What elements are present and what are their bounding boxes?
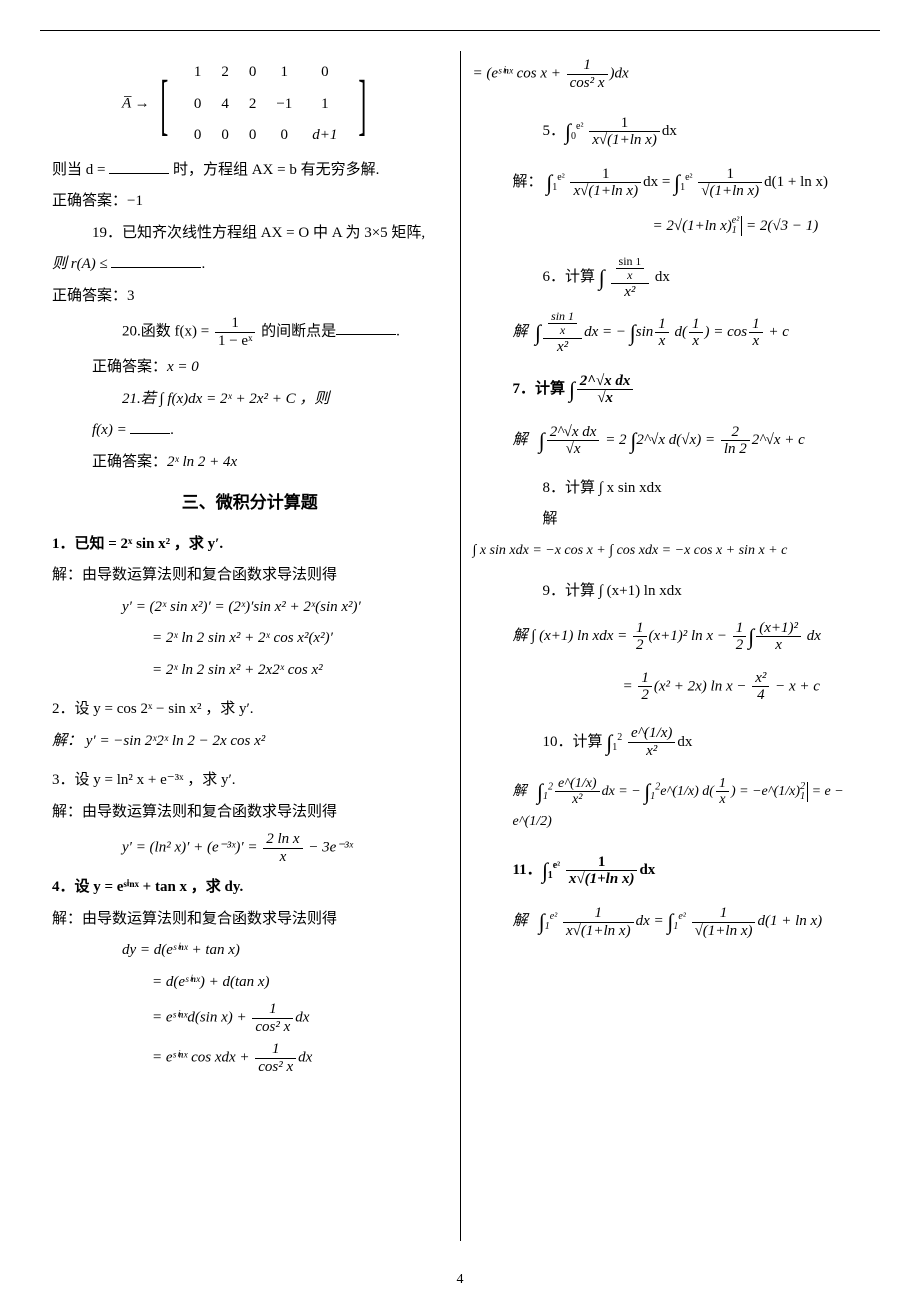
answer: 正确答案：2ˣ ln 2 + 4x bbox=[52, 450, 448, 476]
p1-s2: y′ = (2ˣ sin x²)′ = (2ˣ)′sin x² + 2ˣ(sin… bbox=[52, 595, 448, 621]
r9-s2: = 12(x² + 2x) ln x − x²4 − x + c bbox=[473, 670, 869, 704]
p4-s5: = eˢⁱⁿˣ cos xdx + 1cos² xdx bbox=[52, 1041, 448, 1075]
p1-s1: 解：由导数运算法则和复合函数求导法则得 bbox=[52, 563, 448, 589]
q19b: 则 r(A) ≤ . bbox=[52, 252, 448, 278]
r10-s: 解 ∫12e^(1/x)x²dx = − ∫12e^(1/x) d(1x) = … bbox=[473, 773, 869, 834]
column-right: = (eˢⁱⁿˣ cos x + 1cos² x)dx 5．∫0e² 1x√(1… bbox=[461, 51, 881, 1241]
bracket-right: ] bbox=[359, 70, 367, 138]
r7-s: 解 ∫2^√x dx√x = 2 ∫2^√x d(√x) = 2ln 22^√x… bbox=[473, 422, 869, 459]
matrix: A̅ → [ 12010 042−11 0000d+1 ] bbox=[52, 57, 448, 152]
q20: 20.函数 f(x) = 11 − eˣ 的间断点是. bbox=[52, 315, 448, 349]
r6-s: 解 ∫sin 1xx²dx = − ∫sin1x d(1x) = cos1x +… bbox=[473, 310, 869, 355]
r8-sl: 解 bbox=[473, 507, 869, 533]
page-number: 4 bbox=[0, 1272, 920, 1288]
p3-s1: 解：由导数运算法则和复合函数求导法则得 bbox=[52, 800, 448, 826]
r7-q: 7．计算 ∫2^√x dx√x bbox=[473, 371, 869, 408]
matrix-prefix: A̅ → bbox=[122, 96, 150, 112]
r9-q: 9．计算 ∫ (x+1) ln xdx bbox=[473, 579, 869, 605]
answer: 正确答案：−1 bbox=[52, 189, 448, 215]
q19: 19．已知齐次线性方程组 AX = O 中 A 为 3×5 矩阵, bbox=[52, 221, 448, 247]
p1-s3: = 2ˣ ln 2 sin x² + 2ˣ cos x²(x²)′ bbox=[52, 626, 448, 652]
column-left: A̅ → [ 12010 042−11 0000d+1 ] 则当 d = 时，方… bbox=[40, 51, 461, 1241]
answer: 正确答案：x = 0 bbox=[52, 355, 448, 381]
bracket-left: [ bbox=[161, 70, 169, 138]
p3-q: 3．设 y = ln² x + e⁻³ˣ ，求 y′. bbox=[52, 768, 448, 794]
rule-top bbox=[40, 30, 880, 31]
r11-q: 11．∫1e² 1x√(1+ln x)dx bbox=[473, 852, 869, 889]
r5-res: = 2√(1+ln x)e²1 = 2(√3 − 1) bbox=[473, 214, 869, 240]
r6-q: 6．计算 ∫ sin 1xx² dx bbox=[473, 255, 869, 300]
p1-q: 1．已知 = 2ˣ sin x² ，求 y′. bbox=[52, 532, 448, 558]
r5-s: 解： ∫1e² 1x√(1+ln x)dx = ∫1e² 1√(1+ln x)d… bbox=[473, 164, 869, 201]
r10-q: 10．计算 ∫12 e^(1/x)x²dx bbox=[473, 724, 869, 761]
text: 则当 d = 时，方程组 AX = b 有无穷多解. bbox=[52, 158, 448, 184]
p4-s3: = d(eˢⁱⁿˣ) + d(tan x) bbox=[52, 970, 448, 996]
p4-s4: = eˢⁱⁿˣd(sin x) + 1cos² xdx bbox=[52, 1001, 448, 1035]
section-title: 三、微积分计算题 bbox=[52, 489, 448, 518]
page: A̅ → [ 12010 042−11 0000d+1 ] 则当 d = 时，方… bbox=[0, 0, 920, 1302]
p4-s1: 解：由导数运算法则和复合函数求导法则得 bbox=[52, 907, 448, 933]
p2-q: 2．设 y = cos 2ˣ − sin x² ，求 y′. bbox=[52, 697, 448, 723]
r9-s1: 解 ∫ (x+1) ln xdx = 12(x+1)² ln x − 12∫(x… bbox=[473, 618, 869, 655]
matrix-table: 12010 042−11 0000d+1 bbox=[184, 57, 348, 152]
p3-s2: y′ = (ln² x)′ + (e⁻³ˣ)′ = 2 ln xx − 3e⁻³… bbox=[52, 831, 448, 865]
p4-q: 4．设 y = eˢⁱⁿˣ + tan x ，求 dy. bbox=[52, 875, 448, 901]
p4-s2: dy = d(eˢⁱⁿˣ + tan x) bbox=[52, 938, 448, 964]
r0: = (eˢⁱⁿˣ cos x + 1cos² x)dx bbox=[473, 57, 869, 91]
r11-s: 解 ∫1e² 1x√(1+ln x)dx = ∫1e² 1√(1+ln x)d(… bbox=[473, 903, 869, 940]
r8-s: ∫ x sin xdx = −x cos x + ∫ cos xdx = −x … bbox=[473, 539, 869, 563]
columns: A̅ → [ 12010 042−11 0000d+1 ] 则当 d = 时，方… bbox=[40, 51, 880, 1241]
q21: 21.若 ∫ f(x)dx = 2ˣ + 2x² + C ，则 bbox=[52, 387, 448, 413]
q21b: f(x) = . bbox=[52, 418, 448, 444]
r5-q: 5．∫0e² 1x√(1+ln x)dx bbox=[473, 113, 869, 150]
r8-q: 8．计算 ∫ x sin xdx bbox=[473, 476, 869, 502]
p2-s1: 解： y′ = −sin 2ˣ2ˣ ln 2 − 2x cos x² bbox=[52, 729, 448, 755]
answer: 正确答案：3 bbox=[52, 284, 448, 310]
p1-s4: = 2ˣ ln 2 sin x² + 2x2ˣ cos x² bbox=[52, 658, 448, 684]
